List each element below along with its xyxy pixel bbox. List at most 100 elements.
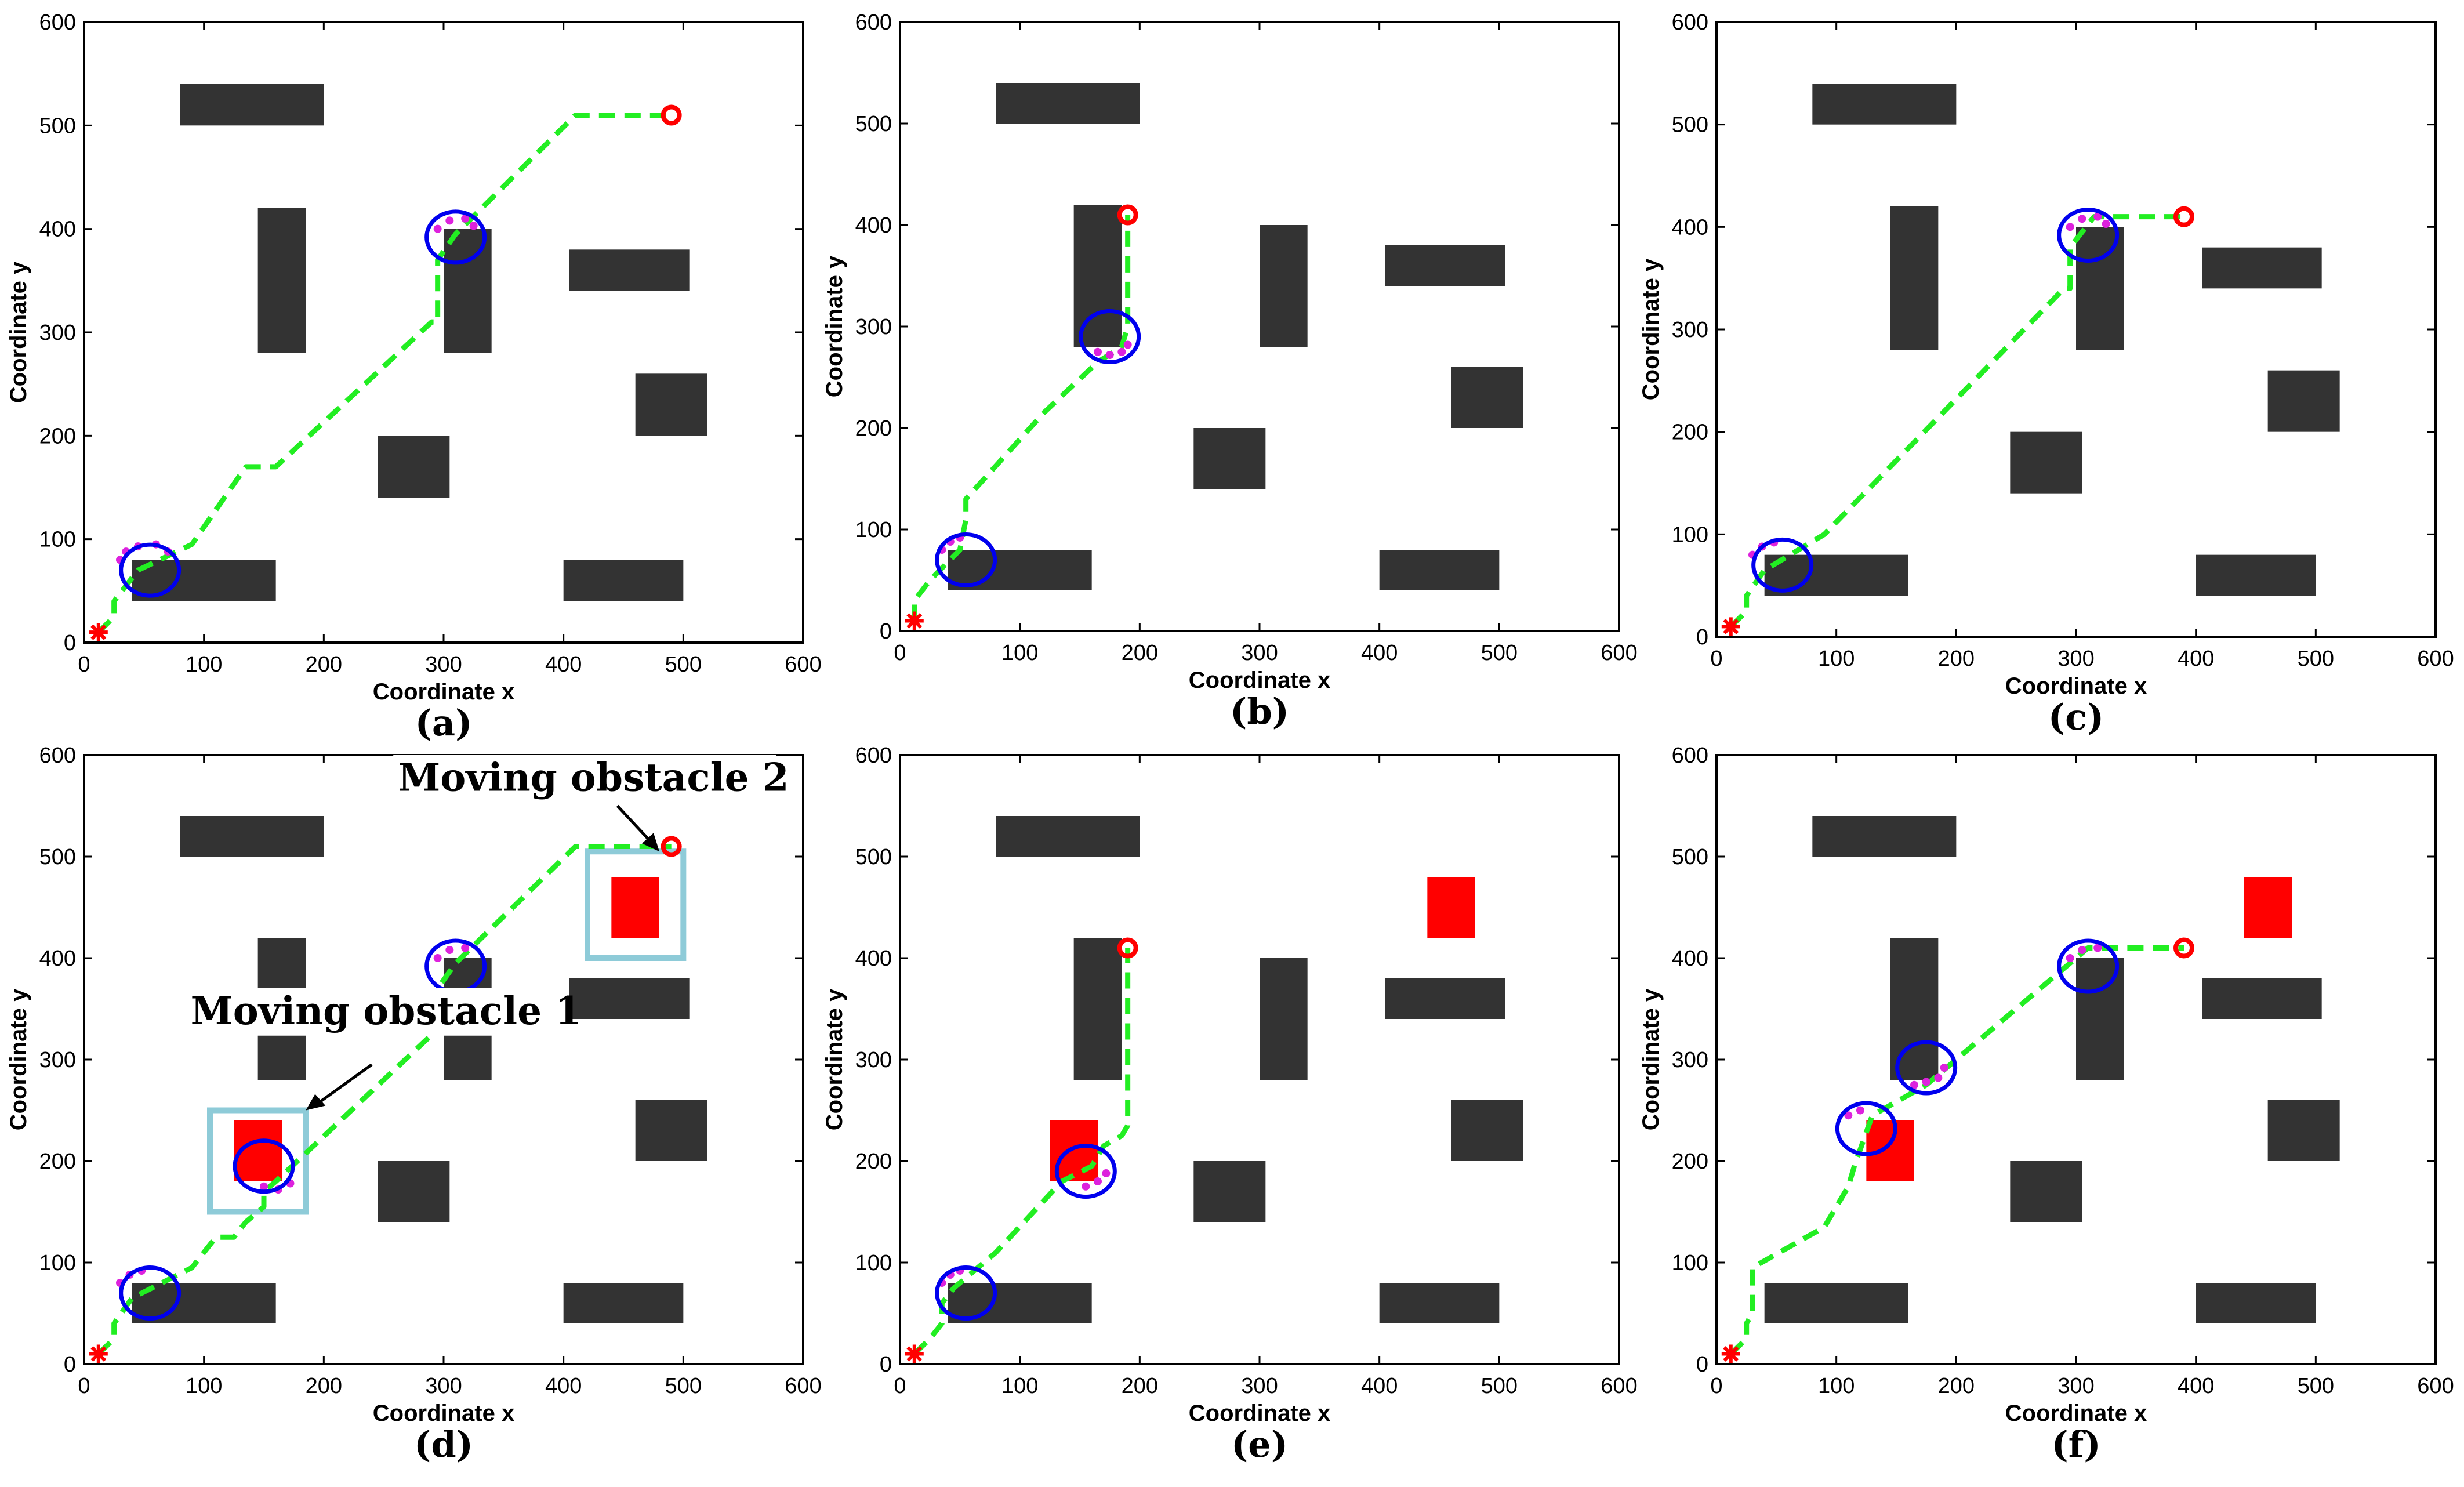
x-tick-label: 200 [1122, 641, 1158, 665]
x-tick-label: 0 [1710, 1374, 1722, 1398]
robot-ellipse [935, 1265, 997, 1321]
robot-ellipse [1751, 537, 1814, 593]
static-obstacle [569, 978, 690, 1019]
x-tick-label: 500 [2298, 647, 2334, 671]
annotation-moving-obstacle-1: Moving obstacle 1 [191, 988, 582, 1033]
x-tick-label: 300 [425, 1374, 462, 1398]
static-obstacle [2196, 554, 2316, 596]
y-tick-label: 300 [39, 1048, 76, 1072]
x-tick-label: 300 [1241, 1374, 1278, 1398]
prediction-mark [445, 946, 454, 954]
x-tick-label: 300 [1241, 641, 1278, 665]
start-marker [89, 1344, 108, 1363]
annotation-background [186, 988, 557, 1036]
x-tick-label: 0 [894, 1374, 906, 1398]
start-mark-stroke [90, 1346, 107, 1362]
x-tick-label: 600 [2417, 647, 2454, 671]
static-obstacle [563, 560, 684, 601]
robot-ellipse [935, 532, 997, 587]
y-tick-label: 0 [880, 1352, 892, 1377]
static-obstacle [563, 1283, 684, 1323]
y-tick-label: 300 [39, 321, 76, 345]
prediction-mark [1117, 347, 1126, 356]
prediction-mark [260, 1182, 268, 1191]
static-obstacle [1193, 428, 1266, 489]
y-tick-label: 0 [1696, 1352, 1708, 1377]
static-obstacle [569, 249, 690, 291]
robot-ellipse [1079, 309, 1141, 364]
x-tick-label: 100 [186, 1374, 222, 1398]
y-tick-label: 400 [1672, 946, 1708, 971]
y-tick-label: 0 [64, 1352, 76, 1377]
panel-c: 0 100 200 300 400 500 600 0 100 200 300 400 500 600 Co… [1638, 10, 2454, 738]
y-tick-label: 200 [855, 416, 892, 441]
robot-ellipse [424, 209, 487, 265]
prediction-mark [1910, 1080, 1918, 1089]
static-obstacle [2267, 370, 2340, 432]
x-tick-label: 500 [1481, 1374, 1518, 1398]
static-obstacle [2267, 1100, 2340, 1161]
arrow-head-1 [306, 1094, 326, 1111]
y-tick-label: 0 [880, 619, 892, 644]
y-tick-label: 200 [39, 1149, 76, 1174]
y-tick-label: 400 [855, 213, 892, 238]
panel-d: 0 100 200 300 400 500 600 0 100 200 300 400 500 600 Co… [6, 744, 822, 1466]
x-tick-label: 200 [306, 652, 342, 677]
y-tick-label: 200 [1672, 420, 1708, 445]
prediction-mark [1922, 1078, 1930, 1086]
start-mark-stroke [1723, 1346, 1739, 1362]
highlight-box [585, 848, 687, 961]
x-tick-label: 600 [1601, 641, 1637, 665]
x-tick-label: 300 [2057, 1374, 2094, 1398]
x-tick-label: 100 [1818, 1374, 1855, 1398]
prediction-mark [445, 216, 454, 225]
static-obstacle [1073, 205, 1122, 347]
static-obstacle [1812, 84, 1957, 125]
prediction-mark [461, 944, 470, 952]
y-tick-label: 100 [855, 1251, 892, 1275]
moving-obstacle [1427, 877, 1475, 938]
y-tick-label: 100 [1672, 1251, 1708, 1275]
y-tick-label: 100 [39, 1251, 76, 1275]
y-tick-label: 300 [855, 315, 892, 339]
panel-label: (b) [1230, 690, 1289, 732]
robot-ellipse [1054, 1144, 1117, 1199]
planned-path [96, 113, 672, 634]
panel-f: 0 100 200 300 400 500 600 0 100 200 300 400 500 600 Co… [1638, 744, 2454, 1466]
y-axis-label: Coordinate y [6, 261, 31, 403]
prediction-mark [2078, 946, 2086, 954]
prediction-mark [1082, 1182, 1090, 1191]
y-tick-label: 200 [1672, 1149, 1708, 1174]
y-tick-label: 200 [855, 1149, 892, 1174]
static-obstacle [1073, 938, 1122, 1080]
y-axis-label: Coordinate y [6, 988, 31, 1130]
panel-e: 0 100 200 300 400 500 600 0 100 200 300 400 500 600 Co… [822, 744, 1638, 1466]
prediction-mark [2066, 223, 2074, 231]
start-mark-stroke [906, 1346, 923, 1362]
x-tick-label: 400 [545, 652, 582, 677]
prediction-mark [1105, 351, 1114, 359]
y-tick-label: 400 [39, 946, 76, 971]
x-tick-label: 300 [2057, 647, 2094, 671]
annotation-arrow-1 [315, 1063, 373, 1106]
goal-marker [1117, 937, 1138, 959]
y-tick-label: 0 [1696, 625, 1708, 650]
y-axis-label: Coordinate y [1638, 258, 1664, 400]
moving-obstacle [611, 877, 659, 938]
y-tick-label: 200 [39, 424, 76, 448]
prediction-mark [2093, 944, 2102, 952]
static-obstacle [257, 208, 306, 353]
static-obstacle [1890, 206, 1939, 350]
x-tick-label: 300 [425, 652, 462, 677]
start-mark-stroke [1723, 618, 1739, 634]
x-tick-label: 500 [1481, 641, 1518, 665]
static-obstacle [635, 1100, 707, 1161]
moving-obstacle [2244, 877, 2292, 938]
static-obstacle [1451, 367, 1523, 428]
y-tick-label: 400 [39, 217, 76, 242]
robot-ellipse [233, 1138, 295, 1194]
static-obstacle [1385, 245, 1505, 286]
static-obstacle [378, 436, 450, 498]
planned-path [1729, 214, 2184, 629]
